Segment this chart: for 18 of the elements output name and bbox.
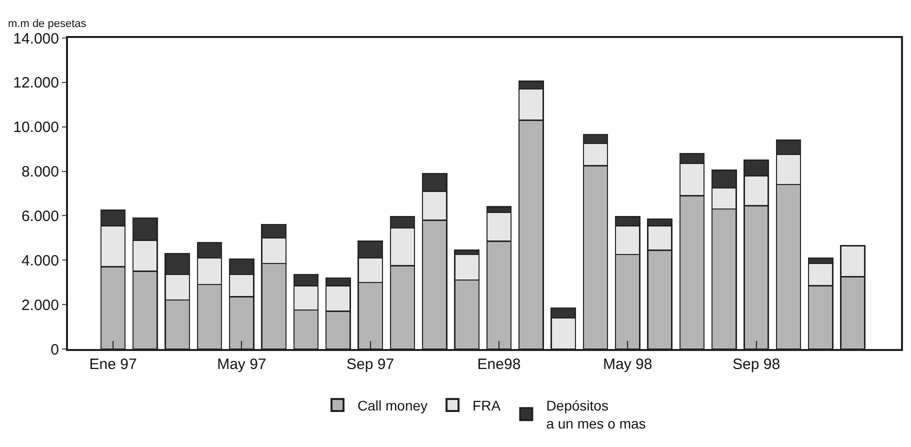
legend-label: Call money [358,397,428,414]
y-tick-label: 4.000 [21,252,59,270]
x-tick-label: Ene98 [477,356,521,373]
y-tick-label: 8.000 [21,164,59,181]
y-tick-label: 12.000 [13,74,59,92]
legend-label: Depósitos a un mes o mas [546,397,646,432]
y-tick-label: 10.000 [13,119,59,136]
y-tick-label: 6.000 [21,208,59,225]
x-tick-label: Ene 97 [89,356,137,373]
y-tick-label: 0 [50,341,59,358]
legend-label: FRA [472,397,502,414]
x-tick-label: Sep 97 [346,356,394,373]
y-tick-label: 14.000 [13,30,59,48]
x-tick-label: Sep 98 [732,356,780,373]
y-axis-title: m.m de pesetas [8,18,87,30]
x-tick-label: May 98 [603,356,652,373]
x-tick-label: May 97 [217,356,266,373]
y-tick-label: 2.000 [21,296,59,314]
